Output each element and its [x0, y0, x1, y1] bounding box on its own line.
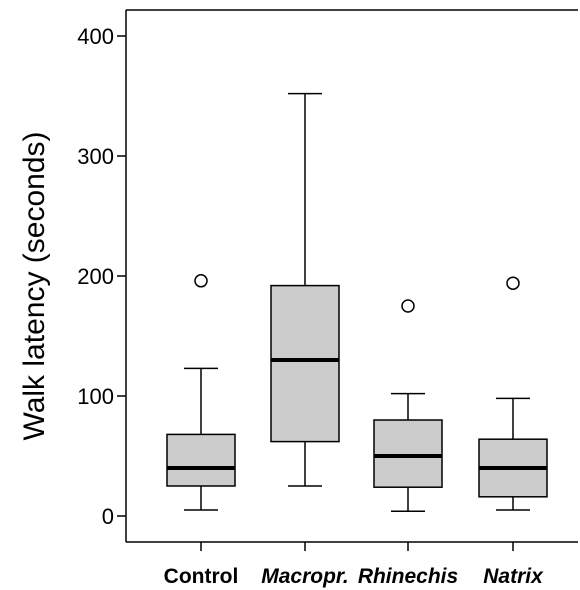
y-axis-title: Walk latency (seconds)	[18, 132, 51, 441]
x-axis: Control Macropr. Rhinechis Natrix	[164, 542, 544, 588]
y-tick-label: 400	[77, 24, 114, 49]
x-category-label: Rhinechis	[358, 565, 458, 588]
outlier-point	[194, 274, 208, 288]
box-natrix	[478, 276, 548, 511]
outlier-point	[401, 299, 415, 313]
x-category-label: Control	[164, 565, 239, 588]
iqr-box	[166, 433, 236, 487]
y-tick-label: 300	[77, 144, 114, 169]
y-tick-label: 200	[77, 264, 114, 289]
outlier-point	[506, 276, 520, 290]
iqr-box	[270, 284, 340, 443]
x-category-label: Natrix	[483, 565, 544, 588]
y-tick-label: 0	[102, 504, 114, 529]
y-axis: 0 100 200 300 400	[77, 24, 126, 529]
iqr-box	[373, 419, 443, 488]
y-tick-label: 100	[77, 384, 114, 409]
x-category-label: Macropr.	[261, 565, 349, 588]
box-series	[166, 92, 548, 512]
box-rhinechis	[373, 299, 443, 512]
box-control	[166, 274, 236, 511]
box-macropr	[270, 92, 340, 487]
